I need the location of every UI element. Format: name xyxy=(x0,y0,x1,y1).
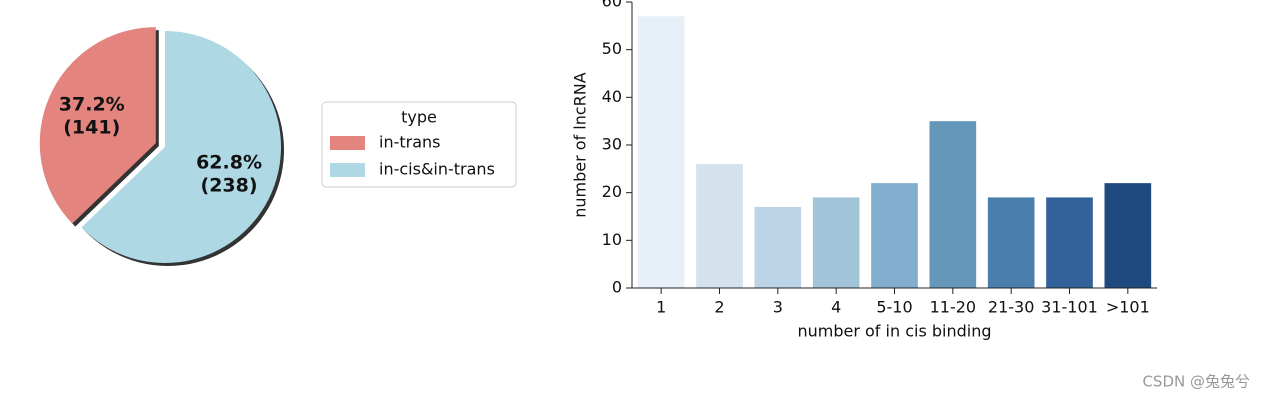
y-tick-label: 20 xyxy=(602,182,622,201)
x-tick-label: 3 xyxy=(773,298,783,317)
slice-label-line: 37.2% xyxy=(59,93,125,115)
y-tick-label: 10 xyxy=(602,230,622,249)
y-tick-label: 0 xyxy=(612,278,622,297)
x-tick-label: 31-101 xyxy=(1041,298,1098,317)
y-tick-label: 30 xyxy=(602,135,622,154)
watermark: CSDN @兔兔兮 xyxy=(1142,373,1250,391)
x-tick-label: 5-10 xyxy=(876,298,912,317)
legend-swatch xyxy=(330,163,365,177)
bar xyxy=(754,206,802,288)
bar xyxy=(812,197,860,288)
x-tick-label: >101 xyxy=(1106,298,1150,317)
slice-label-line: (238) xyxy=(201,174,258,196)
slice-label-line: 62.8% xyxy=(196,151,262,173)
legend-label: in-trans xyxy=(379,133,441,152)
bar xyxy=(987,197,1035,288)
x-axis-label: number of in cis binding xyxy=(797,322,991,341)
y-tick-label: 50 xyxy=(602,39,622,58)
x-tick-label: 4 xyxy=(831,298,841,317)
pie-slice xyxy=(39,27,156,224)
bar xyxy=(637,16,685,289)
legend-swatch xyxy=(330,136,365,150)
y-axis-label: number of lncRNA xyxy=(571,72,590,218)
bar xyxy=(696,164,743,288)
y-tick-label: 40 xyxy=(602,87,622,106)
x-tick-label: 1 xyxy=(656,298,666,317)
slice-label: 37.2% (141) xyxy=(59,93,125,138)
legend-label: in-cis&in-trans xyxy=(379,160,495,179)
y-tick-label: 60 xyxy=(602,0,622,11)
x-tick-label: 21-30 xyxy=(988,298,1035,317)
pie-slice xyxy=(81,31,281,263)
legend-title: type xyxy=(401,108,437,127)
bar xyxy=(929,121,977,289)
slice-label-line: (141) xyxy=(63,116,120,138)
bar xyxy=(871,183,918,288)
bar xyxy=(1104,183,1152,288)
slice-label: 62.8% (238) xyxy=(196,151,262,196)
bar xyxy=(1046,197,1093,288)
x-tick-label: 11-20 xyxy=(930,298,977,317)
legend-box xyxy=(321,101,517,188)
x-tick-label: 2 xyxy=(714,298,724,317)
